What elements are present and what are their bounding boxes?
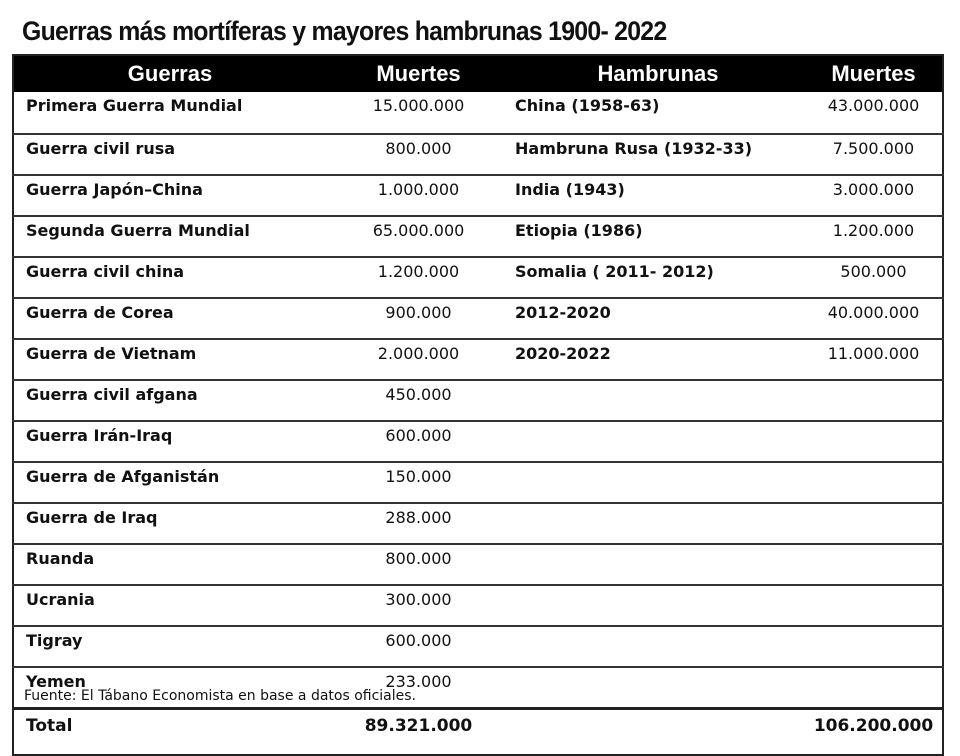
famine-name-cell xyxy=(511,625,805,667)
total-war-deaths-cell: 89.321.000 xyxy=(326,707,511,755)
war-deaths-cell: 1.000.000 xyxy=(326,174,511,216)
war-name-cell: Guerra Japón–China xyxy=(13,174,326,216)
war-deaths-cell: 600.000 xyxy=(326,625,511,667)
war-name-cell: Guerra de Afganistán xyxy=(13,461,326,503)
war-deaths-cell: 800.000 xyxy=(326,133,511,175)
war-name-cell: Yemen xyxy=(13,666,326,709)
famine-name-cell xyxy=(511,543,805,585)
table-header-row: Guerras Muertes Hambrunas Muertes xyxy=(13,55,943,92)
table-row: Guerra Japón–China 1.000.000 India (1943) 3… xyxy=(13,174,943,216)
war-name-cell: Guerra de Iraq xyxy=(13,502,326,544)
famine-deaths-cell xyxy=(805,502,943,544)
table-row: Yemen 233.000 xyxy=(13,666,943,709)
table-row: Guerra de Vietnam 2.000.000 2020-2022 11.00… xyxy=(13,338,943,380)
famine-deaths-cell: 43.000.000 xyxy=(827,96,920,115)
famine-deaths-cell xyxy=(805,543,943,585)
table-row: Guerra Irán-Iraq 600.000 xyxy=(13,420,943,462)
war-name-cell: Guerra Irán-Iraq xyxy=(13,420,326,462)
famine-deaths-cell: 11.000.000 xyxy=(805,338,943,380)
header-guerras: Guerras xyxy=(13,55,326,92)
famine-name-cell xyxy=(511,461,805,503)
famine-name-cell xyxy=(511,379,805,421)
header-muertes-guerras: Muertes xyxy=(326,55,511,92)
data-table: Guerras Muertes Hambrunas Muertes Primer… xyxy=(12,54,944,756)
famine-deaths-cell xyxy=(805,461,943,503)
war-name-cell: Guerra de Corea xyxy=(13,297,326,339)
famine-deaths-cell: 7.500.000 xyxy=(805,133,943,175)
famine-deaths-cell xyxy=(805,420,943,462)
war-name-cell: Segunda Guerra Mundial xyxy=(13,215,326,257)
table-row: Guerra de Corea 900.000 2012-2020 40.000.00… xyxy=(13,297,943,339)
famine-deaths-cell: 500.000 xyxy=(805,256,943,298)
war-deaths-cell: 150.000 xyxy=(326,461,511,503)
famine-deaths-cell: 40.000.000 xyxy=(805,297,943,339)
total-famine-deaths-cell: 106.200.000 xyxy=(805,707,943,755)
famine-deaths-cell xyxy=(805,584,943,626)
table-row: Guerra civil china 1.200.000 Somalia ( 201… xyxy=(13,256,943,298)
war-deaths-cell: 1.200.000 xyxy=(326,256,511,298)
table-row: Tigray 600.000 xyxy=(13,625,943,667)
famine-name-cell xyxy=(511,584,805,626)
war-deaths-cell: 15.000.000 xyxy=(372,96,465,115)
table-row: Guerra de Afganistán 150.000 xyxy=(13,461,943,503)
war-deaths-cell: 300.000 xyxy=(326,584,511,626)
table-row: Ruanda 800.000 xyxy=(13,543,943,585)
famine-name-cell: India (1943) xyxy=(511,174,805,216)
war-name-cell: Guerra civil rusa xyxy=(13,133,326,175)
war-name-cell: Guerra de Vietnam xyxy=(13,338,326,380)
famine-deaths-cell: 3.000.000 xyxy=(805,174,943,216)
table-row: Primera Guerra Mundial 15.000.000 China (1… xyxy=(13,92,943,134)
famine-name-cell: Hambruna Rusa (1932-33) xyxy=(511,133,805,175)
famine-deaths-cell xyxy=(805,625,943,667)
famine-name-cell: 2012-2020 xyxy=(511,297,805,339)
war-deaths-cell: 65.000.000 xyxy=(326,215,511,257)
war-name-cell: Ruanda xyxy=(13,543,326,585)
war-deaths-cell: 900.000 xyxy=(326,297,511,339)
table-row: Guerra civil afgana 450.000 xyxy=(13,379,943,421)
total-war-name-cell: Total xyxy=(13,707,326,755)
famine-name-cell: Etiopia (1986) xyxy=(511,215,805,257)
war-name-cell: Guerra civil afgana xyxy=(13,379,326,421)
war-deaths-cell: 2.000.000 xyxy=(326,338,511,380)
total-row: Total 89.321.000 106.200.000 xyxy=(13,707,943,755)
table-row: Guerra civil rusa 800.000 Hambruna Rusa (1… xyxy=(13,133,943,175)
header-muertes-hambrunas: Muertes xyxy=(805,55,943,92)
war-deaths-cell: 450.000 xyxy=(326,379,511,421)
war-deaths-cell: 233.000 xyxy=(326,666,511,709)
famine-deaths-cell xyxy=(805,379,943,421)
header-hambrunas: Hambrunas xyxy=(511,55,805,92)
famine-deaths-cell: 1.200.000 xyxy=(805,215,943,257)
table-row: Ucrania 300.000 xyxy=(13,584,943,626)
famine-name-cell: Somalia ( 2011- 2012) xyxy=(511,256,805,298)
source-note: Fuente: El Tábano Economista en base a d… xyxy=(24,688,417,704)
famine-name-cell xyxy=(511,666,805,709)
war-deaths-cell: 288.000 xyxy=(326,502,511,544)
table-row: Guerra de Iraq 288.000 xyxy=(13,502,943,544)
war-name-cell: Tigray xyxy=(13,625,326,667)
war-deaths-cell: 800.000 xyxy=(326,543,511,585)
page-title: Guerras más mortíferas y mayores hambrun… xyxy=(22,16,667,46)
war-deaths-cell: 600.000 xyxy=(326,420,511,462)
table-row: Segunda Guerra Mundial 65.000.000 Etiopia … xyxy=(13,215,943,257)
war-name-cell: Primera Guerra Mundial xyxy=(26,96,243,115)
famine-name-cell xyxy=(511,502,805,544)
war-name-cell: Guerra civil china xyxy=(13,256,326,298)
famine-name-cell: 2020-2022 xyxy=(511,338,805,380)
famine-name-cell: China (1958-63) xyxy=(515,96,660,115)
famine-deaths-cell xyxy=(805,666,943,709)
war-name-cell: Ucrania xyxy=(13,584,326,626)
famine-name-cell xyxy=(511,420,805,462)
total-famine-name-cell xyxy=(511,707,805,755)
